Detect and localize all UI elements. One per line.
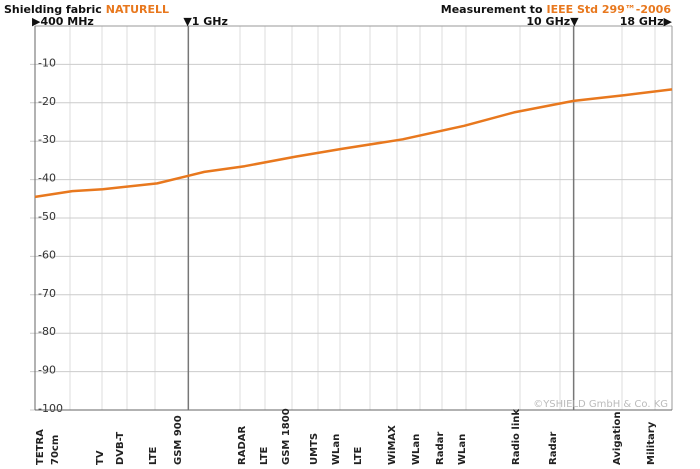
- chart-title: Shielding fabric: [4, 3, 102, 16]
- band-label: WLan: [457, 434, 468, 465]
- band-label: Military: [646, 421, 657, 465]
- y-tick-label: -70: [38, 287, 56, 300]
- y-tick-label: -100: [38, 402, 63, 415]
- y-tick-label: -80: [38, 325, 56, 338]
- band-label: Radio link: [511, 409, 522, 465]
- chart-title-line: Shielding fabric NATURELL: [4, 3, 169, 16]
- copyright: ©YSHIELD GmbH & Co. KG: [533, 399, 668, 410]
- measurement-label: Measurement to: [441, 3, 543, 16]
- y-tick-label: -50: [38, 210, 56, 223]
- x-tick-label: 10 GHz▼: [526, 15, 579, 28]
- band-label: 70cm: [50, 435, 61, 465]
- band-label: GSM 1800: [281, 408, 292, 465]
- y-tick-label: -20: [38, 95, 56, 108]
- product-name: NATURELL: [106, 3, 169, 16]
- x-tick-label: 18 GHz▶: [620, 15, 673, 28]
- standard-name: IEEE Std 299™-2006: [547, 3, 672, 16]
- band-label: RADAR: [237, 426, 248, 465]
- y-tick-label: -40: [38, 172, 56, 185]
- series-line: [34, 88, 673, 199]
- x-tick-label: ▼1 GHz: [183, 15, 228, 28]
- band-label: LTE: [148, 446, 159, 465]
- band-label: UMTS: [309, 433, 320, 465]
- band-label: WLan: [411, 434, 422, 465]
- band-label: LTE: [259, 446, 270, 465]
- band-label: DVB-T: [115, 432, 126, 465]
- y-tick-label: -10: [38, 56, 56, 69]
- band-label: Radar: [435, 432, 446, 465]
- x-tick-label: ▶400 MHz: [32, 15, 94, 28]
- y-tick-label: -30: [38, 133, 56, 146]
- band-label: Radar: [548, 432, 559, 465]
- band-label: TETRA: [35, 429, 46, 465]
- band-label: LTE: [353, 446, 364, 465]
- band-label: TV: [95, 450, 106, 465]
- y-tick-label: -90: [38, 364, 56, 377]
- band-label: Avigation: [612, 412, 623, 465]
- band-label: WLan: [331, 434, 342, 465]
- y-tick-label: -60: [38, 248, 56, 261]
- band-label: GSM 900: [173, 415, 184, 465]
- band-label: WiMAX: [387, 425, 398, 465]
- measurement-line: Measurement to IEEE Std 299™-2006: [441, 3, 672, 16]
